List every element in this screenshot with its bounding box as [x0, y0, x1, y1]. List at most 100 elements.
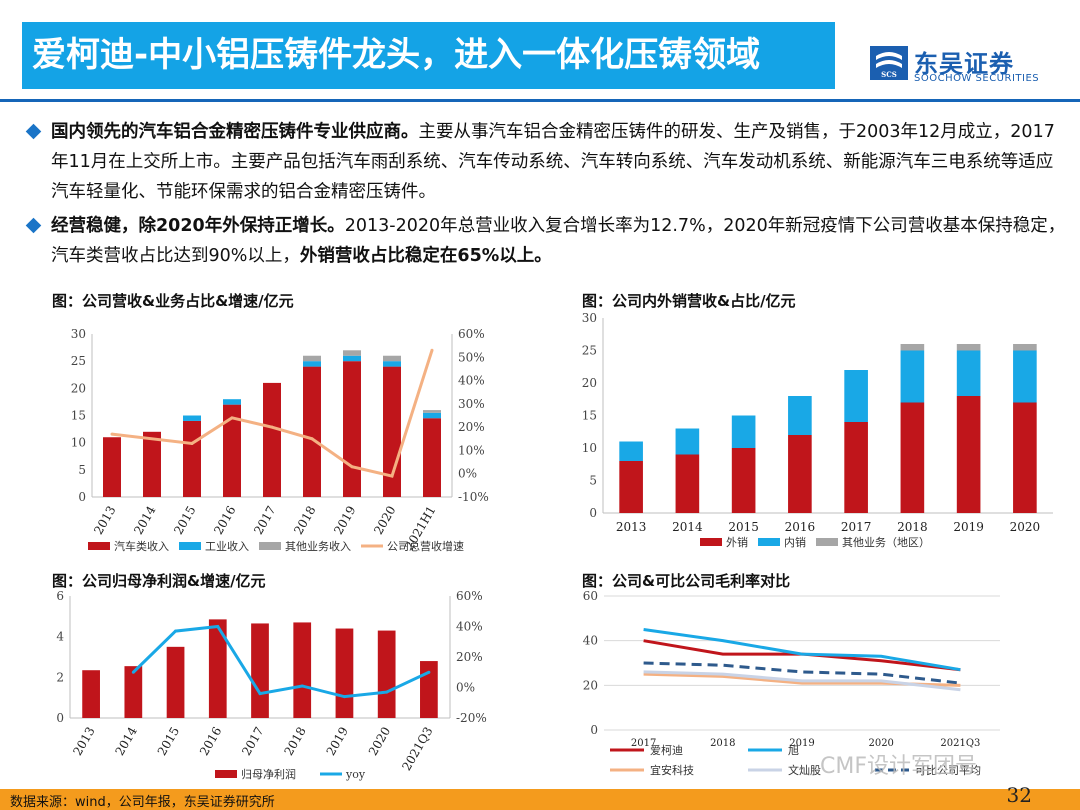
y-tick-label: 60 — [583, 589, 598, 603]
legend-swatch — [700, 538, 722, 546]
legend-label: 文灿股 — [788, 763, 821, 777]
y-tick-label: 5 — [78, 463, 86, 477]
chart-net-profit: 0 2 4 6 -20% 0% 20% 40% 60% 2013 2014 2015 2016 2017 2… — [56, 589, 486, 781]
bar-segment — [420, 661, 438, 718]
x-tick-label: 2016 — [211, 504, 238, 537]
line-point — [350, 465, 354, 469]
legend-label: 汽车类收入 — [114, 539, 169, 553]
line-point — [390, 474, 394, 478]
page-number: 32 — [1006, 783, 1032, 807]
line-point — [430, 348, 434, 352]
bar-segment — [423, 410, 441, 413]
y-tick-label: 0 — [589, 506, 597, 520]
x-tick-label: 2021Q3 — [399, 725, 435, 774]
x-tick-label: 2016 — [197, 725, 224, 758]
y2-tick-label: 50% — [458, 350, 485, 364]
y-tick-label: 25 — [582, 344, 597, 358]
chart-4-title: 图：公司&可比公司毛利率对比 — [582, 572, 791, 590]
y-tick-label: 5 — [589, 474, 597, 488]
x-tick-label: 2017 — [239, 725, 266, 758]
y2-tick-label: 20% — [458, 420, 485, 434]
bar-segment — [844, 422, 868, 513]
y2-tick-label: 40% — [456, 620, 483, 634]
bar-segment — [183, 415, 201, 421]
bar-segment — [383, 361, 401, 367]
header-divider — [0, 99, 1080, 102]
bar-segment — [956, 344, 981, 351]
y-tick-label: 15 — [582, 409, 597, 423]
bar-segment — [251, 623, 269, 718]
bar-segment — [183, 420, 201, 497]
bar-segment — [675, 428, 700, 455]
brand-logo: SCS 东吴证券 SOOCHOW SECURITIES — [870, 44, 1040, 86]
legend-label: 外销 — [726, 535, 748, 549]
x-tick-label: 2013 — [91, 504, 118, 537]
diamond-bullet-icon — [25, 123, 42, 140]
legend-swatch — [88, 542, 110, 550]
x-tick-label: 2017 — [631, 738, 656, 749]
bar-segment — [731, 415, 756, 448]
line-point — [427, 670, 431, 674]
y-tick-label: 10 — [71, 436, 86, 450]
page-title: 爱柯迪-中小铝压铸件龙头，进入一体化压铸领域 — [22, 22, 835, 89]
legend-label: 工业收入 — [205, 539, 249, 553]
y2-tick-label: 0% — [458, 467, 477, 481]
bar-segment — [303, 366, 321, 497]
line-series — [643, 661, 961, 685]
bar-segment — [731, 448, 756, 513]
legend-label: 归母净利润 — [241, 767, 296, 781]
bar-segment — [619, 461, 643, 513]
x-tick-label: 2018 — [710, 738, 735, 749]
x-tick-label: 2017 — [251, 504, 278, 537]
line-point — [258, 692, 262, 696]
chart-revenue-mix: 0 5 10 15 20 25 30 -10% 0% 10% 20% 30% 40% 50% 60% 2013… — [71, 327, 489, 553]
line-point — [216, 625, 220, 628]
y2-tick-label: 60% — [456, 589, 483, 603]
legend-label: 其他业务收入 — [285, 539, 351, 553]
y-tick-label: 0 — [590, 723, 598, 737]
bar-segment — [788, 396, 812, 435]
line-point — [230, 416, 234, 420]
x-tick-label: 2013 — [70, 725, 97, 758]
line-point — [270, 425, 274, 429]
bar-segment — [956, 396, 981, 513]
x-tick-label: 2015 — [155, 725, 182, 758]
line-point — [190, 441, 194, 445]
bar-segment — [124, 666, 143, 718]
x-tick-label: 2019 — [789, 738, 814, 749]
x-tick-label: 2020 — [366, 725, 393, 758]
bar-segment — [844, 370, 868, 422]
bar-segment — [223, 404, 241, 497]
x-tick-label: 2018 — [897, 520, 928, 534]
y-tick-label: 30 — [582, 311, 597, 325]
bar-segment — [675, 454, 700, 513]
bar-segment — [423, 418, 441, 497]
y-tick-label: 4 — [56, 630, 64, 644]
chart-1-title: 图：公司营收&业务占比&增速/亿元 — [52, 292, 294, 310]
bar-segment — [423, 412, 441, 419]
x-tick-label: 2017 — [841, 520, 872, 534]
bar-segment — [1013, 402, 1037, 513]
footer-bar: 数据来源：wind，公司年报，东吴证券研究所 — [0, 789, 1080, 810]
bar-segment — [383, 355, 401, 362]
y2-tick-label: 40% — [458, 374, 485, 388]
y-tick-label: 25 — [71, 354, 86, 368]
line-point — [342, 695, 346, 699]
x-tick-label: 2014 — [131, 503, 159, 537]
bullet-2-bold-end: 外销营收占比稳定在65%以上。 — [299, 246, 552, 266]
bar-segment — [303, 361, 321, 367]
y2-tick-label: 30% — [458, 397, 485, 411]
y-tick-label: 0 — [56, 711, 64, 725]
diamond-bullet-icon — [25, 217, 42, 234]
logo-mark-text: SCS — [881, 70, 897, 79]
y-tick-label: 15 — [71, 409, 86, 423]
bar-segment — [343, 350, 361, 356]
x-tick-label: 2014 — [113, 724, 141, 758]
bar-segment — [208, 619, 227, 718]
x-tick-label: 2021Q3 — [940, 738, 980, 749]
bullet-item-2: 经营稳健，除2020年外保持正增长。2013-2020年总营业收入复合增长率为1… — [25, 211, 1066, 271]
legend-label: 其他业务（地区） — [842, 536, 930, 549]
y2-tick-label: -10% — [458, 490, 489, 504]
y-tick-label: 6 — [56, 589, 64, 603]
bar-segment — [103, 437, 121, 497]
